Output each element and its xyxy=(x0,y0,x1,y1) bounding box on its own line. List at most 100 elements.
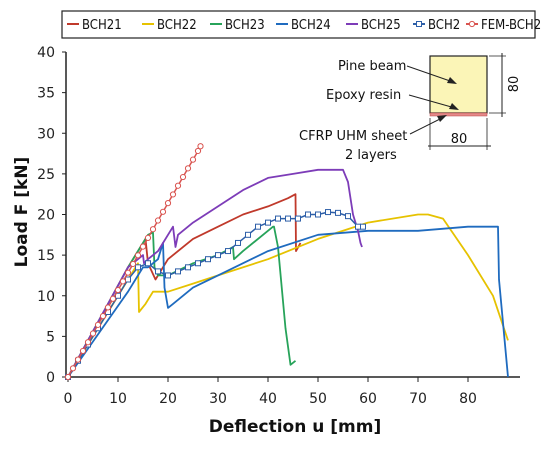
data-point-fem-bch2 xyxy=(184,165,192,172)
data-point-fem-bch2 xyxy=(79,347,87,355)
legend-label-bch23: BCH23 xyxy=(225,18,265,33)
x-tick-label: 60 xyxy=(359,391,377,407)
data-point-fem-bch2 xyxy=(149,226,157,233)
series-bch2 xyxy=(65,209,366,380)
x-tick-label: 70 xyxy=(409,391,427,407)
data-point-fem-bch2 xyxy=(109,295,117,302)
series-line-bch24 xyxy=(67,225,509,378)
data-point-fem-bch2 xyxy=(119,278,127,285)
data-point-bch2 xyxy=(335,209,341,216)
data-point-bch2 xyxy=(215,252,221,259)
data-point-fem-bch2 xyxy=(114,286,122,294)
data-point-fem-bch2 xyxy=(69,365,77,372)
legend-label-bch22: BCH22 xyxy=(157,18,197,33)
y-tick-label: 5 xyxy=(46,329,55,345)
legend-marker-fem-bch2 xyxy=(468,20,476,28)
data-point-bch2 xyxy=(285,215,291,222)
pine-beam-arrow xyxy=(447,77,457,84)
data-point-bch2 xyxy=(165,272,171,279)
data-point-fem-bch2 xyxy=(64,373,72,381)
x-tick-label: 50 xyxy=(309,391,327,407)
epoxy-arrow xyxy=(449,103,459,110)
data-point-bch2 xyxy=(145,260,151,267)
data-point-fem-bch2 xyxy=(94,321,102,328)
data-point-bch2 xyxy=(135,264,141,271)
cfrp-arrow xyxy=(437,115,447,122)
width-dim-label: 80 xyxy=(451,132,468,147)
data-point-bch2 xyxy=(255,223,261,230)
data-point-bch2 xyxy=(265,219,271,226)
data-point-bch2 xyxy=(275,215,281,222)
y-tick-label: 15 xyxy=(37,248,55,264)
data-point-fem-bch2 xyxy=(139,243,147,250)
data-point-fem-bch2 xyxy=(194,147,202,155)
y-tick-label: 0 xyxy=(46,370,55,386)
legend-label-bch21: BCH21 xyxy=(82,18,122,33)
series-bch23 xyxy=(67,225,297,378)
data-point-fem-bch2 xyxy=(159,208,167,215)
data-point-bch2 xyxy=(345,213,351,220)
plot-area xyxy=(64,143,509,381)
data-point-bch2 xyxy=(360,223,366,230)
data-point-bch2 xyxy=(125,276,131,283)
inset-label-cfrp: CFRP UHM sheet xyxy=(299,129,407,144)
y-tick-label: 25 xyxy=(37,167,55,183)
legend-label-bch24: BCH24 xyxy=(291,18,331,33)
data-point-fem-bch2 xyxy=(154,217,162,224)
data-point-fem-bch2 xyxy=(164,200,172,207)
y-tick-label: 20 xyxy=(37,208,55,224)
data-point-bch2 xyxy=(315,211,321,218)
y-tick-label: 40 xyxy=(37,45,55,61)
data-point-fem-bch2 xyxy=(144,234,152,241)
x-tick-label: 30 xyxy=(209,391,227,407)
legend-frame xyxy=(61,10,536,39)
series-line-bch23 xyxy=(67,225,297,378)
data-point-fem-bch2 xyxy=(179,173,187,181)
data-point-bch2 xyxy=(205,256,211,263)
inset-label-layers: 2 layers xyxy=(345,148,397,163)
axes: 0 5 10 15 20 25 30 35 40 0 10 20 30 40 50 60 70 80 Load … xyxy=(12,45,520,437)
epoxy-leader xyxy=(408,94,456,109)
data-point-fem-bch2 xyxy=(89,330,97,337)
data-point-fem-bch2 xyxy=(134,252,142,259)
data-point-bch2 xyxy=(225,248,231,255)
data-point-fem-bch2 xyxy=(124,269,132,276)
y-tick-label: 30 xyxy=(37,126,55,142)
inset-label-epoxy-resin: Epoxy resin xyxy=(326,88,401,103)
x-axis-title: Deflection u [mm] xyxy=(209,417,382,437)
legend: BCH21 BCH22 BCH23 BCH24 BCH25 BCH2 FEM-BCH2 xyxy=(61,10,541,39)
x-tick-label: 0 xyxy=(64,391,73,407)
x-tick-label: 10 xyxy=(109,391,127,407)
data-point-bch2 xyxy=(295,215,301,222)
data-point-bch2 xyxy=(245,231,251,238)
series-fem-bch2 xyxy=(64,143,204,381)
legend-label-bch2: BCH2 xyxy=(428,18,460,33)
data-point-bch2 xyxy=(305,211,311,218)
data-point-bch2 xyxy=(155,268,161,275)
data-point-bch2 xyxy=(355,223,361,230)
y-tick-label: 10 xyxy=(37,289,55,305)
series-bch24 xyxy=(67,225,509,378)
y-axis-title: Load F [kN] xyxy=(12,157,32,268)
legend-label-bch25: BCH25 xyxy=(361,18,401,33)
series-bch25 xyxy=(67,168,363,378)
height-dim-label: 80 xyxy=(507,76,522,93)
cross-section-inset: Pine beam Epoxy resin CFRP UHM sheet 2 l… xyxy=(299,53,522,163)
data-point-fem-bch2 xyxy=(99,313,107,320)
data-point-fem-bch2 xyxy=(169,191,177,198)
data-point-bch2 xyxy=(175,268,181,275)
data-point-bch2 xyxy=(235,239,241,246)
data-point-bch2 xyxy=(195,260,201,267)
pine-beam-leader xyxy=(406,65,454,83)
legend-label-fem-bch2: FEM-BCH2 xyxy=(481,18,541,33)
legend-marker-bch2 xyxy=(416,21,422,27)
data-point-fem-bch2 xyxy=(197,143,204,150)
data-point-bch2 xyxy=(325,209,331,216)
x-tick-label: 40 xyxy=(259,391,277,407)
data-point-bch2 xyxy=(185,264,191,271)
series-line-fem-bch2 xyxy=(67,145,202,378)
cfrp-sheet-section xyxy=(429,112,488,117)
x-tick-label: 80 xyxy=(459,391,477,407)
series-line-bch25 xyxy=(67,168,363,378)
